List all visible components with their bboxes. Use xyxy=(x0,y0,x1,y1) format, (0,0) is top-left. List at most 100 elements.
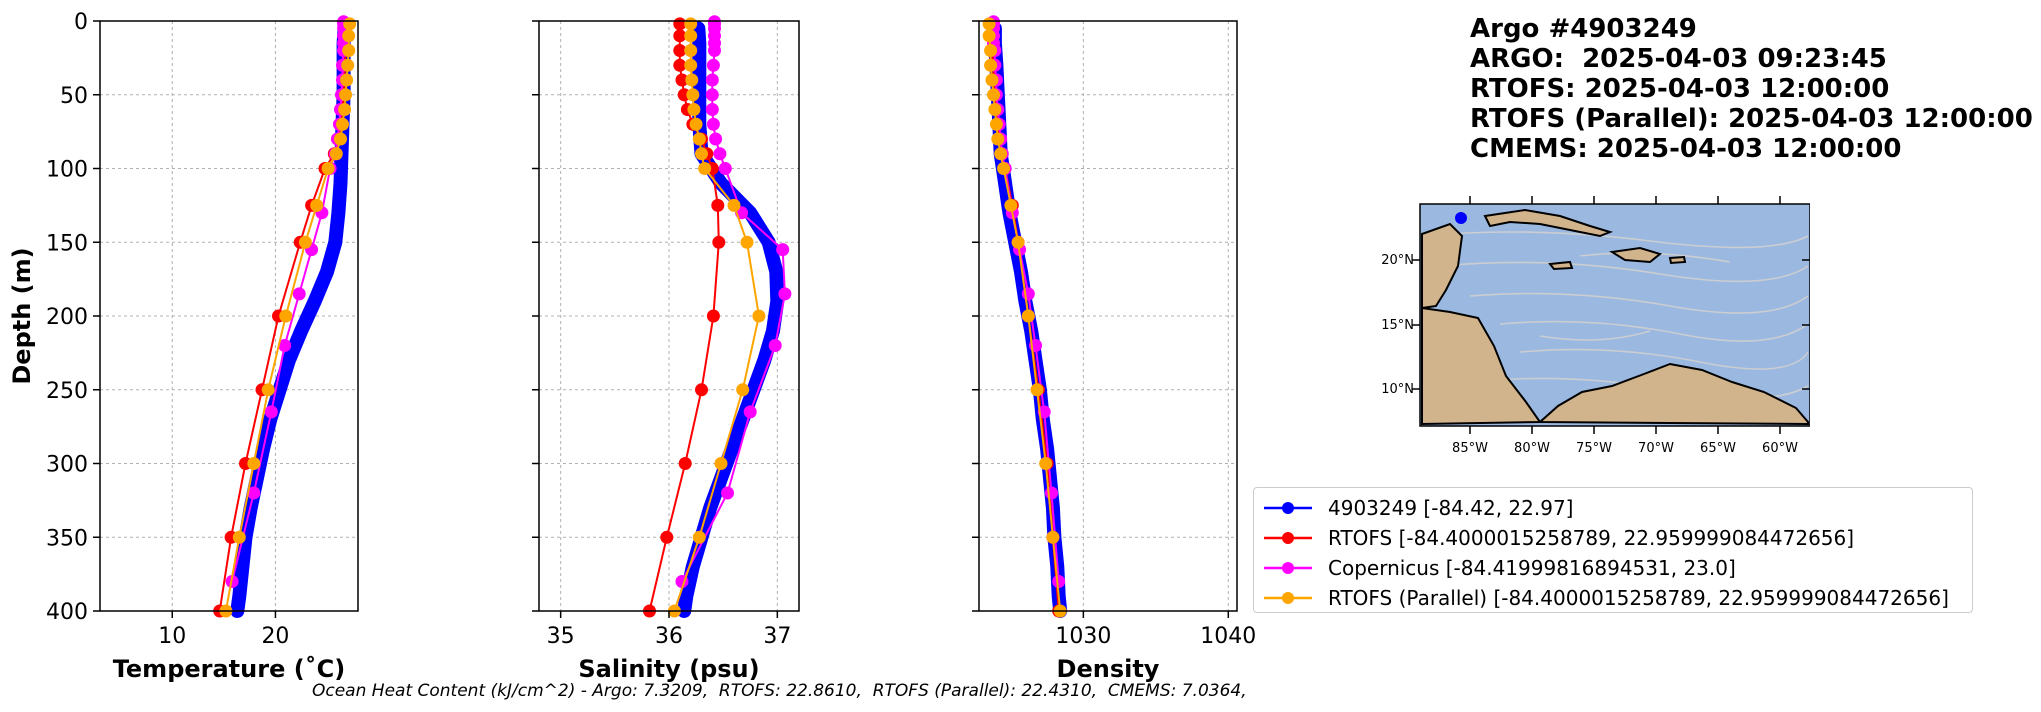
map-lon-label-60w: 60°W xyxy=(1762,441,1798,456)
data-point xyxy=(705,103,719,116)
map-ticks xyxy=(1412,196,1810,434)
data-point xyxy=(673,44,687,57)
figure-title-block: Argo #4903249 ARGO: 2025-04-03 09:23:45 … xyxy=(1470,14,2033,164)
data-point xyxy=(727,198,741,212)
data-point xyxy=(740,235,754,249)
data-point xyxy=(698,162,712,175)
title-float-id: Argo #4903249 xyxy=(1470,14,1697,44)
data-point xyxy=(336,117,349,131)
chart-panel-temperature: 0 50 100 150 200 250 300 350 400 10 20 Temperature … xyxy=(8,10,359,683)
x-tick-label: 20 xyxy=(261,624,289,649)
series-temperature-3 xyxy=(219,17,357,618)
data-point xyxy=(994,147,1008,161)
map-land xyxy=(1421,208,1809,426)
y-tick-label: 0 xyxy=(74,10,88,35)
data-point xyxy=(680,590,693,603)
data-point xyxy=(984,58,998,72)
data-point xyxy=(247,486,261,500)
data-point xyxy=(332,206,345,219)
data-point xyxy=(987,88,1000,102)
data-point xyxy=(693,37,706,50)
x-tick-label: 35 xyxy=(547,624,575,649)
data-point xyxy=(692,132,706,146)
map-lat-labels: 20°N 15°N 10°N xyxy=(1381,253,1414,397)
data-point xyxy=(736,383,750,397)
x-tick-label: 36 xyxy=(655,624,683,649)
data-point xyxy=(1046,530,1060,544)
x-tick-label: 1040 xyxy=(1200,624,1256,649)
data-point xyxy=(684,17,698,31)
legend-entry: RTOFS [-84.4000015258789, 22.95999908447… xyxy=(1264,523,1972,553)
data-point xyxy=(988,103,1002,116)
data-point xyxy=(752,309,766,323)
data-point xyxy=(341,58,355,72)
data-point xyxy=(984,44,998,57)
data-point xyxy=(718,162,732,175)
map-lat-label-15n: 15°N xyxy=(1381,318,1414,333)
data-point xyxy=(1052,575,1066,588)
map-lon-label-80w: 80°W xyxy=(1514,441,1550,456)
y-tick-label: 50 xyxy=(60,84,88,109)
y-tick-label: 100 xyxy=(46,158,88,183)
data-point xyxy=(706,309,720,323)
map-lat-label-20n: 20°N xyxy=(1381,253,1414,268)
data-point xyxy=(982,17,996,31)
data-point xyxy=(689,117,703,131)
data-point xyxy=(343,17,357,31)
data-point xyxy=(334,132,347,146)
legend-swatch xyxy=(1264,502,1312,514)
map-land-jamaica xyxy=(1548,260,1574,271)
map-lat-label-10n: 10°N xyxy=(1381,382,1414,397)
data-point xyxy=(236,560,249,573)
data-point xyxy=(721,486,734,500)
data-point xyxy=(985,73,999,87)
data-point xyxy=(329,147,343,161)
data-point xyxy=(695,383,708,397)
data-point xyxy=(278,339,292,352)
x-tick-label: 10 xyxy=(158,624,186,649)
data-point xyxy=(282,354,295,367)
data-point xyxy=(714,457,728,470)
location-map: 20°N 15°N 10°N 85°W 80°W 75°W 70°W 65°W … xyxy=(1350,196,1811,466)
y-tick-label: 200 xyxy=(46,305,88,330)
data-point xyxy=(684,44,698,57)
data-point xyxy=(685,73,699,87)
data-point xyxy=(340,73,354,87)
legend-entry: RTOFS (Parallel) [-84.4000015258789, 22.… xyxy=(1264,583,1972,613)
map-lon-label-65w: 65°W xyxy=(1700,441,1736,456)
map-lon-labels: 85°W 80°W 75°W 70°W 65°W 60°W xyxy=(1452,441,1798,456)
legend-swatch xyxy=(1264,562,1312,574)
map-lon-label-75w: 75°W xyxy=(1576,441,1612,456)
data-point xyxy=(339,88,353,102)
data-point xyxy=(778,287,792,301)
chart-panel-density: 1030 1040 Density xyxy=(972,15,1256,683)
series-temperature-2 xyxy=(225,15,351,588)
data-point xyxy=(342,44,356,57)
data-point xyxy=(1030,383,1044,397)
series-salinity-3 xyxy=(667,17,766,618)
data-point xyxy=(660,530,674,544)
legend-label: Copernicus [-84.41999816894531, 23.0] xyxy=(1328,556,1736,580)
data-point xyxy=(767,324,779,337)
data-point xyxy=(279,309,293,323)
data-point xyxy=(713,147,727,161)
y-axis-label: Depth (m) xyxy=(8,247,36,384)
data-point xyxy=(686,88,700,102)
data-point xyxy=(292,287,306,301)
legend-swatch xyxy=(1264,592,1312,604)
y-tick-label: 250 xyxy=(46,379,88,404)
map-land-cuba xyxy=(1483,208,1614,238)
legend-label: 4903249 [-84.42, 22.97] xyxy=(1328,496,1574,520)
data-point xyxy=(706,58,720,72)
data-point xyxy=(675,73,689,87)
data-point xyxy=(684,58,698,72)
legend-entry: 4903249 [-84.42, 22.97] xyxy=(1264,493,1972,523)
data-point xyxy=(989,117,1003,131)
data-point xyxy=(247,457,261,470)
title-cmems-time: CMEMS: 2025-04-03 12:00:00 xyxy=(1470,134,1902,164)
data-point xyxy=(321,162,335,175)
data-point xyxy=(264,405,278,419)
data-point xyxy=(706,117,720,131)
data-point xyxy=(329,236,342,249)
